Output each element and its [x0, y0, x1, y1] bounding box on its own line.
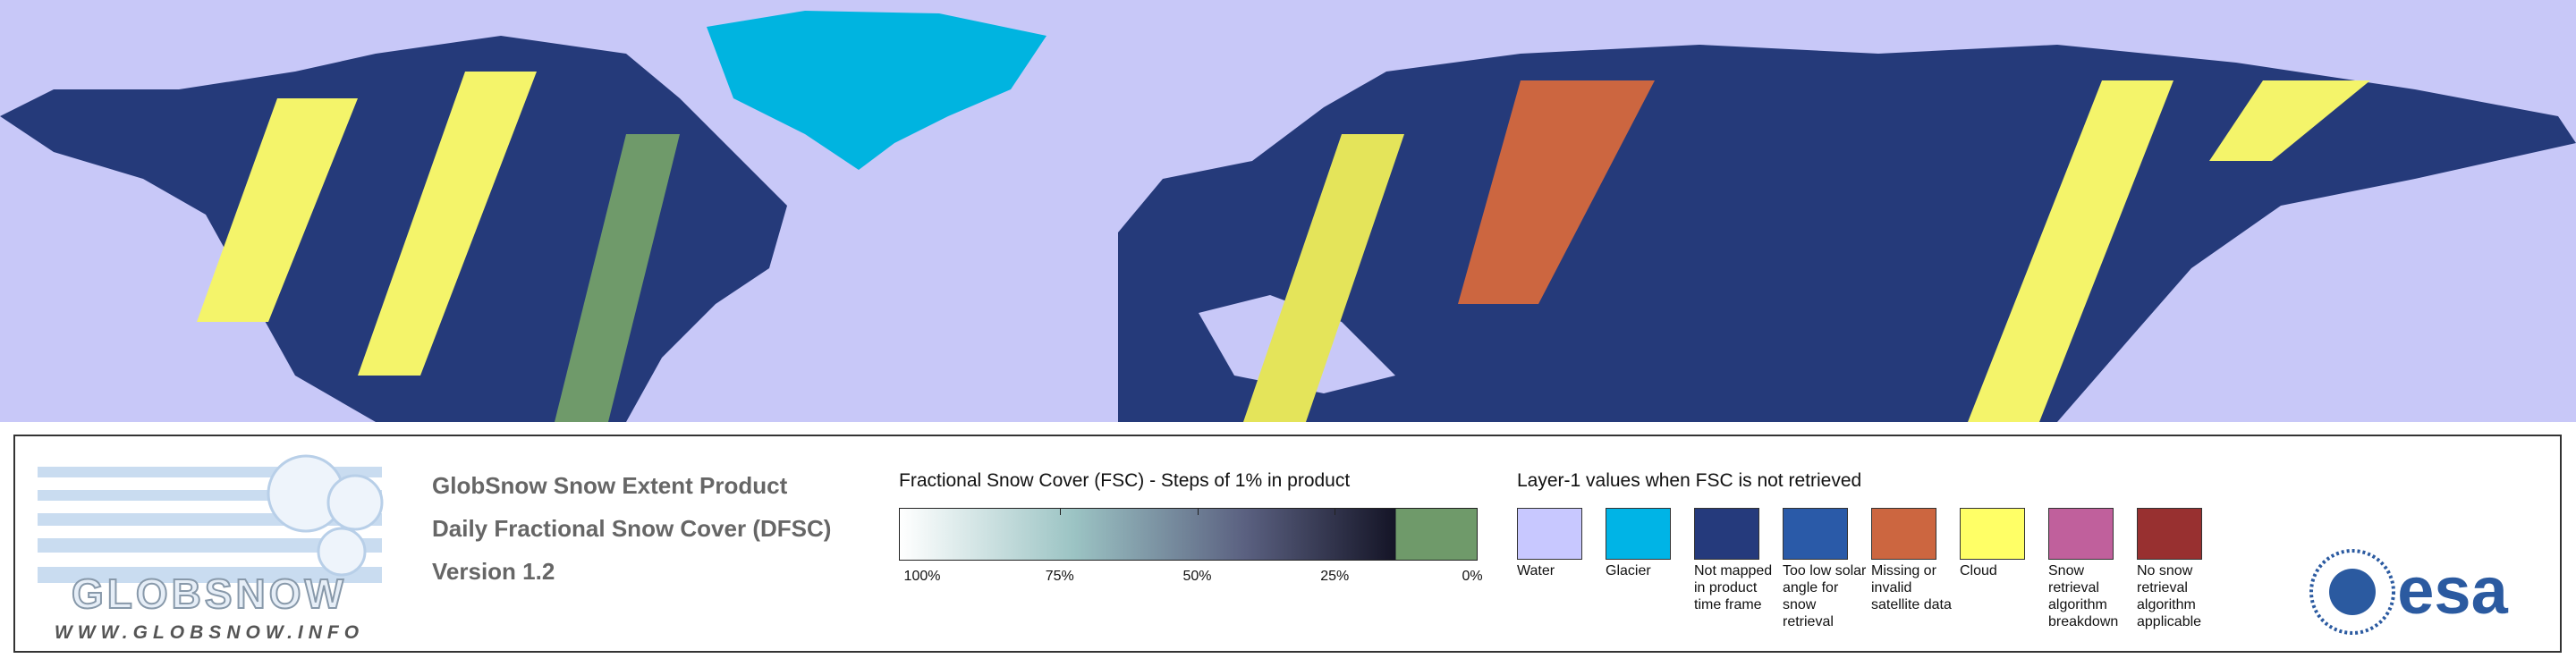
legend-label: Not mapped in product time frame	[1694, 563, 1773, 612]
snowflake	[317, 527, 367, 577]
snow-stripe	[555, 134, 680, 422]
cloud-stripe	[1968, 80, 2174, 422]
fsc-tick	[1197, 508, 1199, 515]
fsc-label: 0%	[1462, 569, 1483, 584]
snow-map	[0, 0, 2576, 422]
legend-swatch	[2048, 508, 2114, 560]
product-subtitle: Daily Fractional Snow Cover (DFSC)	[432, 515, 832, 542]
logo-stripe	[38, 538, 382, 553]
fsc-label: 75%	[1045, 569, 1074, 584]
legend-label: Too low solar angle for snow retrieval	[1783, 563, 1867, 629]
greenland	[707, 11, 1046, 170]
logo-stripe	[38, 567, 382, 583]
legend-swatch	[1871, 508, 1936, 560]
cloud-stripe	[197, 98, 358, 322]
legend-swatch	[1606, 508, 1671, 560]
product-title: GlobSnow Snow Extent Product	[432, 472, 788, 499]
legend-label: Cloud	[1960, 563, 1997, 578]
logo-name: GLOBSNOW	[72, 570, 347, 617]
legend-swatch	[1517, 508, 1582, 560]
product-version: Version 1.2	[432, 558, 555, 585]
fsc-label: 50%	[1182, 569, 1212, 584]
legend-swatch	[1783, 508, 1848, 560]
cloud-stripe	[2209, 80, 2370, 161]
legend-label: No snow retrieval algorithm applicable	[2137, 563, 2202, 629]
legend-label: Missing or invalid satellite data	[1871, 563, 1952, 612]
cloud-stripe	[1243, 134, 1404, 422]
legend-label: Water	[1517, 563, 1555, 578]
snowflake	[326, 474, 384, 531]
fsc-label: 25%	[1320, 569, 1350, 584]
cloud-stripe	[358, 72, 537, 376]
fsc-title: Fractional Snow Cover (FSC) - Steps of 1…	[899, 470, 1351, 491]
layer1-title: Layer-1 values when FSC is not retrieved	[1517, 470, 1862, 491]
esa-emblem	[2309, 549, 2395, 635]
legend-swatch	[2137, 508, 2202, 560]
legend-label: Glacier	[1606, 563, 1651, 578]
fsc-label: 100%	[903, 569, 941, 584]
logo-url: WWW.GLOBSNOW.INFO	[55, 622, 364, 643]
legend-label: Snow retrieval algorithm breakdown	[2048, 563, 2119, 629]
fsc-tick	[1059, 508, 1061, 515]
esa-name: esa	[2397, 553, 2508, 628]
legend-swatch	[1694, 508, 1759, 560]
fsc-gradient-bar	[899, 508, 1478, 561]
esa-emblem	[2329, 569, 2376, 615]
eurasia	[1118, 45, 2576, 422]
legend-swatch	[1960, 508, 2025, 560]
missing-stripe	[1458, 80, 1655, 304]
globsnow-logo: GLOBSNOW WWW.GLOBSNOW.INFO	[38, 454, 384, 643]
legend-panel: GLOBSNOW WWW.GLOBSNOW.INFO GlobSnow Snow…	[13, 435, 2562, 653]
esa-logo: esa	[2309, 549, 2509, 635]
